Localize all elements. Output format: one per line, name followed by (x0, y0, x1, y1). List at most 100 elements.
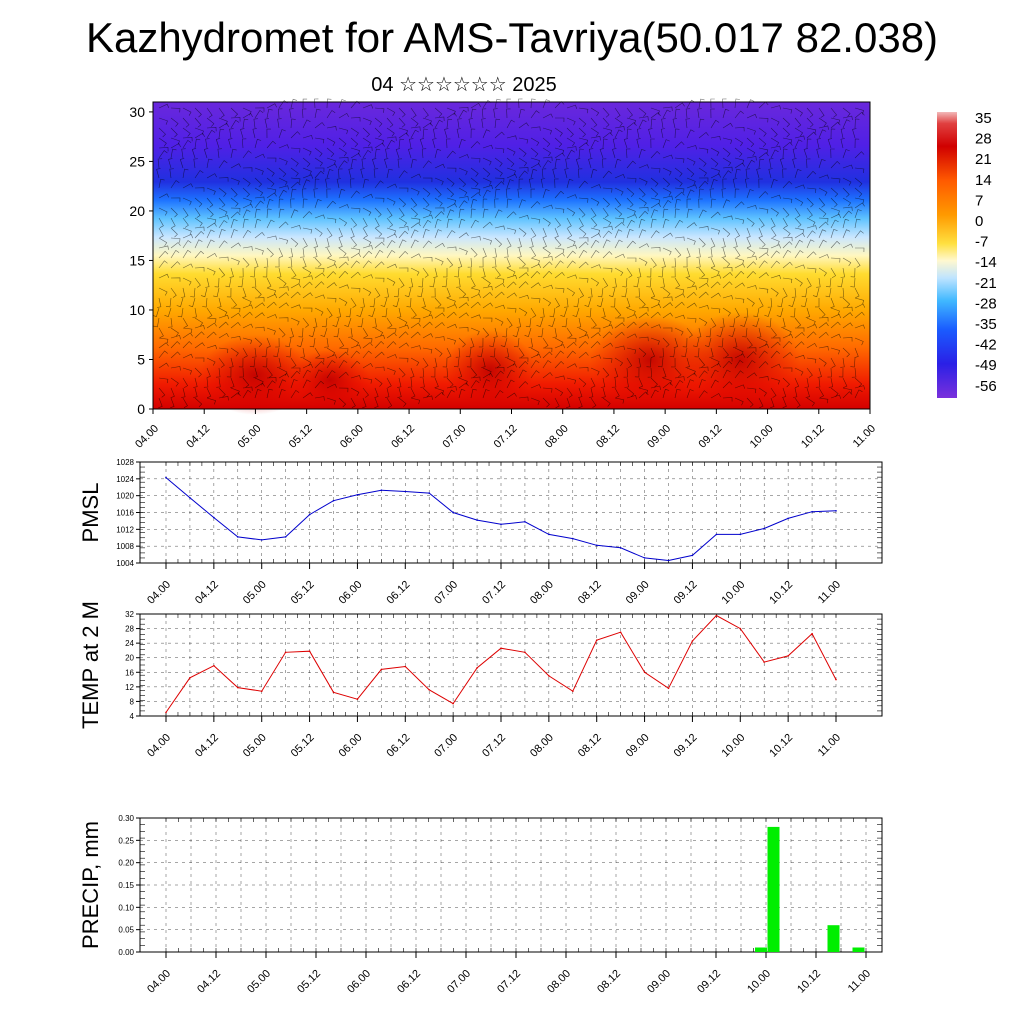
wind-barb (326, 137, 336, 146)
wind-barb (753, 307, 760, 318)
wind-barb (446, 297, 456, 306)
wind-barb (421, 148, 427, 159)
wind-barb (158, 377, 169, 384)
wind-barb (338, 99, 346, 109)
wind-barb (854, 377, 863, 388)
wind-barb (494, 198, 499, 209)
wind-barb (776, 307, 784, 318)
wind-barb (266, 377, 277, 382)
wind-barb (698, 390, 708, 399)
wind-barb (338, 204, 349, 209)
wind-barb (165, 297, 172, 308)
wind-barb (566, 387, 573, 398)
wind-barb (407, 377, 413, 388)
wind-barb (458, 377, 468, 386)
wind-barb (397, 387, 402, 398)
wind-barb (182, 327, 193, 334)
wind-barb (596, 297, 604, 308)
wind-barb (158, 103, 170, 109)
wind-barb (446, 389, 455, 399)
wind-barb (710, 379, 719, 389)
wind-barb (158, 250, 169, 259)
wind-barb (176, 297, 184, 308)
heatmap-x-tick-label: 04.00 (133, 423, 161, 451)
wind-barb (565, 158, 570, 169)
wind-barb (602, 342, 613, 349)
temp-data-point (811, 632, 813, 635)
temp-data-point (189, 677, 191, 679)
wind-barb (800, 297, 808, 308)
wind-barb (566, 363, 577, 369)
wind-barb (698, 291, 709, 299)
wind-barb (458, 139, 466, 149)
wind-barb (842, 312, 853, 319)
wind-barb (360, 297, 365, 308)
wind-barb (470, 367, 478, 378)
wind-barb (374, 366, 385, 371)
pmsl-data-point (404, 490, 407, 493)
wind-barb (710, 281, 721, 289)
wind-barb (194, 187, 205, 192)
wind-barb (806, 397, 815, 407)
wind-barb (518, 360, 529, 369)
temp-data-point (691, 640, 694, 642)
wind-barb (302, 317, 310, 328)
wind-barb (612, 138, 618, 149)
wind-barb (181, 148, 186, 159)
wind-barb (446, 257, 454, 268)
wind-barb (252, 128, 257, 139)
wind-barb (434, 257, 444, 266)
wind-barb (182, 183, 194, 189)
wind-barb (661, 118, 666, 129)
wind-barb (590, 233, 601, 239)
wind-barb (650, 167, 661, 173)
wind-barb (350, 152, 361, 159)
wind-barb (242, 209, 251, 219)
wind-barb (278, 389, 286, 399)
temp-y-tick-label: 12 (125, 683, 134, 692)
wind-barb (746, 237, 752, 249)
wind-barb (578, 148, 584, 159)
wind-barb (528, 337, 533, 348)
wind-barb (225, 277, 232, 288)
wind-barb (218, 396, 229, 401)
heatmap-x-tick-label: 06.12 (389, 423, 417, 451)
wind-barb (410, 158, 417, 169)
wind-barb (494, 209, 503, 219)
pmsl-data-point (835, 510, 837, 512)
wind-barb (590, 217, 598, 228)
wind-barb (840, 128, 846, 139)
wind-barb (494, 370, 504, 379)
wind-barb (466, 357, 472, 368)
wind-barb (182, 139, 192, 149)
wind-barb (710, 167, 720, 175)
wind-barb (218, 160, 228, 169)
wind-barb (362, 207, 372, 216)
wind-barb (230, 321, 241, 329)
wind-barb (555, 117, 565, 123)
wind-barb (422, 314, 434, 319)
wind-barb (266, 199, 274, 209)
wind-barb (602, 107, 610, 118)
wind-barb (578, 137, 589, 145)
wind-barb (326, 147, 335, 158)
wind-barb (770, 274, 781, 280)
wind-barb (182, 249, 192, 259)
wind-barb (398, 267, 409, 272)
wind-barb (374, 277, 385, 283)
wind-barb (590, 197, 600, 206)
wind-barb (746, 159, 756, 169)
wind-barb (314, 272, 325, 279)
wind-barb (158, 337, 169, 344)
wind-barb (203, 148, 209, 159)
wind-barb (386, 277, 396, 286)
wind-barb (564, 297, 569, 308)
temp-data-point (476, 667, 478, 669)
wind-barb (685, 108, 691, 119)
wind-barb (350, 207, 361, 213)
wind-barb (554, 147, 565, 155)
wind-barb (590, 332, 601, 339)
wind-barb (566, 397, 571, 408)
wind-barb (362, 178, 369, 189)
wind-barb (650, 150, 661, 159)
